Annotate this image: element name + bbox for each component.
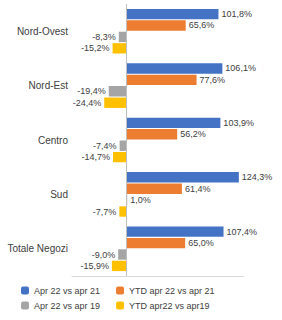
svg-text:-24,4%: -24,4% bbox=[73, 98, 102, 108]
svg-text:107,4%: 107,4% bbox=[227, 227, 258, 237]
svg-text:77,6%: 77,6% bbox=[200, 75, 226, 85]
svg-text:65,0%: 65,0% bbox=[188, 238, 214, 248]
svg-text:106,1%: 106,1% bbox=[225, 63, 256, 73]
svg-text:Totale Negozi: Totale Negozi bbox=[7, 243, 68, 254]
svg-text:-8,3%: -8,3% bbox=[92, 32, 116, 42]
svg-text:124,3%: 124,3% bbox=[242, 172, 273, 182]
svg-text:Centro: Centro bbox=[38, 135, 68, 146]
svg-text:-14,7%: -14,7% bbox=[81, 152, 110, 162]
svg-text:-15,9%: -15,9% bbox=[80, 261, 109, 271]
svg-text:1,0%: 1,0% bbox=[130, 195, 151, 205]
svg-text:-7,7%: -7,7% bbox=[93, 207, 117, 217]
svg-text:-9,0%: -9,0% bbox=[92, 250, 116, 260]
svg-text:YTD apr22 vs apr19: YTD apr22 vs apr19 bbox=[129, 301, 210, 311]
svg-text:-7,4%: -7,4% bbox=[93, 141, 117, 151]
svg-text:-19,4%: -19,4% bbox=[77, 86, 106, 96]
svg-text:Apr 22 vs apr 19: Apr 22 vs apr 19 bbox=[34, 301, 100, 311]
svg-text:Nord-Ovest: Nord-Ovest bbox=[17, 26, 68, 37]
svg-text:Sud: Sud bbox=[50, 189, 68, 200]
svg-text:65,6%: 65,6% bbox=[189, 20, 215, 30]
svg-text:101,8%: 101,8% bbox=[221, 9, 252, 19]
svg-text:-15,2%: -15,2% bbox=[81, 43, 110, 53]
svg-text:YTD apr 22 vs apr 21: YTD apr 22 vs apr 21 bbox=[129, 286, 215, 296]
svg-text:103,9%: 103,9% bbox=[223, 118, 254, 128]
svg-text:Apr 22 vs apr 21: Apr 22 vs apr 21 bbox=[34, 286, 100, 296]
svg-text:56,2%: 56,2% bbox=[180, 129, 206, 139]
svg-text:61,4%: 61,4% bbox=[185, 184, 211, 194]
svg-text:Nord-Est: Nord-Est bbox=[29, 80, 69, 91]
